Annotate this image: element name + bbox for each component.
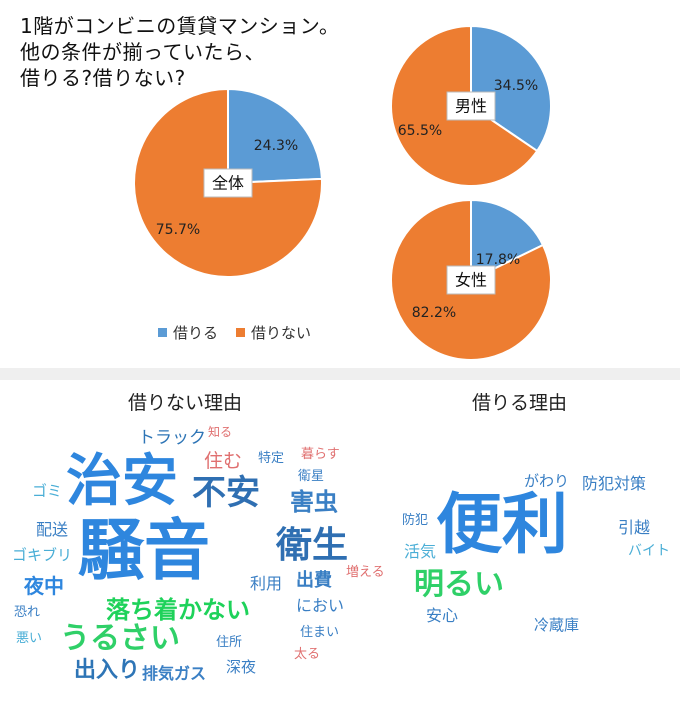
wordcloud-not-borrow-word: 騒音 [78, 512, 210, 589]
wordcloud-not-borrow-word: 住む [204, 450, 243, 472]
pie-2-value-label-0: 17.8% [476, 252, 520, 268]
wordcloud-not-borrow-word: 治安 [66, 449, 178, 514]
wordcloud-not-borrow-word: 出費 [296, 570, 332, 591]
word-clouds-panel: 借りない理由 借りる理由 トラック 知る住む 特定 暮らす衛星ゴミ 治安 不安 害虫配送 騒音… [0, 380, 680, 712]
pie-1-center-label: 男性 [455, 97, 487, 116]
wordcloud-not-borrow-word: 住所 [216, 635, 243, 650]
wordcloud-not-borrow-word: 恐れ [14, 605, 41, 620]
legend-item-not-borrow: 借りない [236, 322, 311, 343]
wordcloud-not-borrow-word: 住まい [300, 625, 340, 640]
wordcloud-borrow-word: 活気 [404, 542, 437, 561]
pie-1-value-label-0: 34.5% [494, 78, 538, 94]
wordcloud-borrow-word: 引越 [618, 518, 651, 537]
pie-1-value-label-1: 65.5% [398, 123, 442, 139]
wordcloud-not-borrow-word: 排気ガス [142, 664, 207, 683]
pie-0-value-label-0: 24.3% [254, 138, 298, 154]
wordcloud-not-borrow-word: 害虫 [290, 488, 338, 516]
wordcloud-borrow-word: 便利 [436, 486, 568, 563]
wordcloud-not-borrow-word: ゴキブリ [12, 546, 73, 564]
wordcloud-borrow-word: 安心 [426, 606, 459, 625]
wordcloud-not-borrow-word: トラック [138, 428, 206, 448]
wordcloud-not-borrow-word: 増える [346, 565, 385, 580]
wordcloud-not-borrow-word: 特定 [258, 451, 285, 466]
legend-swatch-not-borrow [236, 328, 246, 337]
wordcloud-not-borrow-word: うるさい [60, 621, 180, 656]
pie-2-slice-0 [470, 198, 545, 282]
wordcloud-borrow-word: 冷蔵庫 [534, 616, 580, 634]
section-divider [0, 368, 680, 380]
pie-1-slice-0 [470, 24, 552, 153]
pie-2-value-label-1: 82.2% [412, 305, 456, 321]
wordcloud-not-borrow-word: 出入り [74, 658, 141, 683]
wordcloud-not-borrow-word: 配送 [36, 520, 69, 539]
pie-0-value-label-1: 75.7% [156, 222, 200, 238]
legend-label-not-borrow: 借りない [251, 324, 312, 342]
legend-swatch-borrow [158, 328, 167, 337]
wordcloud-not-borrow-word: 太る [294, 647, 321, 662]
legend-label-borrow: 借りる [173, 324, 219, 342]
pie-2-center-box [446, 265, 496, 295]
wordcloud-not-borrow-word: 衛生 [276, 525, 349, 566]
wordcloud-not-borrow-word: 衛星 [298, 469, 325, 484]
legend-item-borrow: 借りる [158, 322, 218, 343]
wordcloud-not-borrow-word: 暮らす [301, 447, 340, 462]
pie-0-center-label: 全体 [212, 174, 244, 193]
wordcloud-not-borrow-word: 夜中 [24, 574, 64, 598]
pie-0-center-box [203, 168, 253, 198]
wordcloud-not-borrow-word: 落ち着かない [106, 596, 250, 624]
pie-charts-panel: 1階がコンビニの賃貸マンション。 他の条件が揃っていたら、 借りる?借りない? … [20, 14, 552, 361]
pie-0-slice-0 [227, 87, 323, 185]
wordcloud-not-borrow-word: 悪い [16, 631, 43, 646]
chart-title-line-3: 借りる?借りない? [20, 66, 186, 90]
wordcloud-not-borrow-word: におい [296, 596, 345, 615]
pie-1-center-box [446, 91, 496, 121]
wordcloud-not-borrow-word: 利用 [250, 574, 283, 593]
chart-title-line-2: 他の条件が揃っていたら、 [20, 40, 265, 64]
wordcloud-not-borrow-word: 深夜 [226, 658, 257, 676]
chart-title-line-1: 1階がコンビニの賃貸マンション。 [20, 14, 340, 38]
pie-2-center-label: 女性 [455, 271, 487, 290]
wordcloud-borrow-word: 防犯対策 [582, 474, 647, 493]
wordcloud-borrow-word: 防犯 [402, 513, 429, 528]
wordcloud-borrow-word: がわり [524, 472, 570, 490]
pie-charts-svg: 24.3% 75.7% 全体 34.5% 65.5% 男性 17.8% 82.2% 女性 [133, 24, 552, 361]
wordcloud-borrow-word: バイト [628, 543, 670, 559]
wordcloud-title-borrow: 借りる理由 [472, 392, 568, 414]
wordcloud-not-borrow-word: 不安 [192, 473, 260, 513]
wordcloud-not-borrow-word: 知る [208, 425, 233, 439]
wordcloud-borrow-word: 明るい [414, 567, 504, 602]
chart-legend: 借りる 借りない [158, 322, 311, 343]
wordcloud-not-borrow-word: ゴミ [32, 482, 63, 500]
wordcloud-title-not-borrow: 借りない理由 [128, 392, 243, 414]
